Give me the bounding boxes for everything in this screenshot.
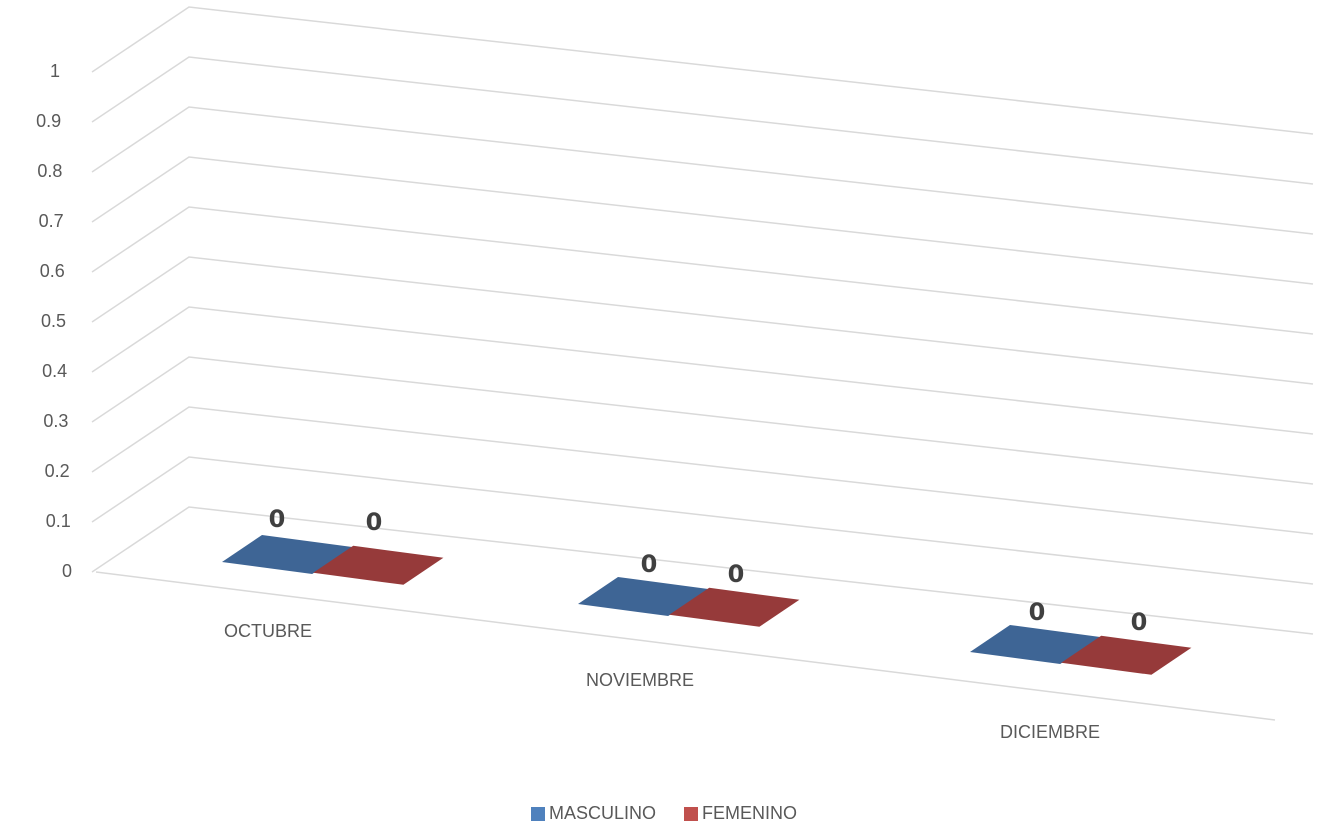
legend-item-masculino: MASCULINO [530,803,656,824]
y-tick-label: 0.4 [42,361,67,381]
category-label-noviembre: NOVIEMBRE [586,670,694,690]
y-tick-label: 0.7 [39,211,64,231]
x-axis-categories: OCTUBRE NOVIEMBRE DICIEMBRE [224,621,1100,742]
gridline [91,356,1314,485]
y-tick-label: 1 [50,61,60,81]
category-label-octubre: OCTUBRE [224,621,312,641]
gridline [91,306,1314,435]
y-tick-label: 0.6 [40,261,65,281]
gridline [91,256,1314,385]
data-label: 0 [366,508,383,536]
y-axis-ticks: 0 0.1 0.2 0.3 0.4 0.5 0.6 0.7 0.8 0.9 1 [36,61,72,581]
category-label-diciembre: DICIEMBRE [1000,722,1100,742]
bar-femenino-noviembre [669,587,800,627]
legend-label-femenino: FEMENINO [702,803,798,823]
bar-femenino-diciembre [1061,635,1192,675]
y-tick-label: 0.9 [36,111,61,131]
bar-masculino-noviembre [578,577,709,616]
gridline [91,56,1314,185]
gridline [91,456,1314,585]
gridlines [91,6,1314,721]
gridline [91,6,1314,135]
data-label: 0 [641,550,658,578]
y-tick-label: 0.1 [46,511,71,531]
data-label: 0 [1029,598,1046,626]
bar-masculino-octubre [222,535,353,574]
gridline [91,106,1314,235]
data-label: 0 [1131,608,1148,636]
y-tick-label: 0.3 [43,411,68,431]
gridline [91,156,1314,285]
legend-swatch-femenino [684,806,698,821]
legend-swatch-masculino [530,806,545,821]
gridline [91,506,1314,635]
gridline [91,406,1314,535]
y-tick-label: 0.2 [45,461,70,481]
legend-label-masculino: MASCULINO [548,803,656,823]
legend-item-femenino: FEMENINO [684,803,797,824]
bars [222,535,1192,675]
data-label: 0 [269,505,286,533]
y-tick-label: 0 [62,561,72,581]
y-tick-label: 0.8 [37,161,62,181]
bar-masculino-diciembre [970,625,1101,664]
data-label: 0 [728,560,745,588]
bar-femenino-octubre [313,545,444,585]
y-tick-label: 0.5 [41,311,66,331]
data-labels: 0 0 0 0 0 0 [269,505,1148,636]
floor-edge [95,571,1276,721]
gridline [91,206,1314,335]
legend: MASCULINO FEMENINO [0,803,1328,824]
